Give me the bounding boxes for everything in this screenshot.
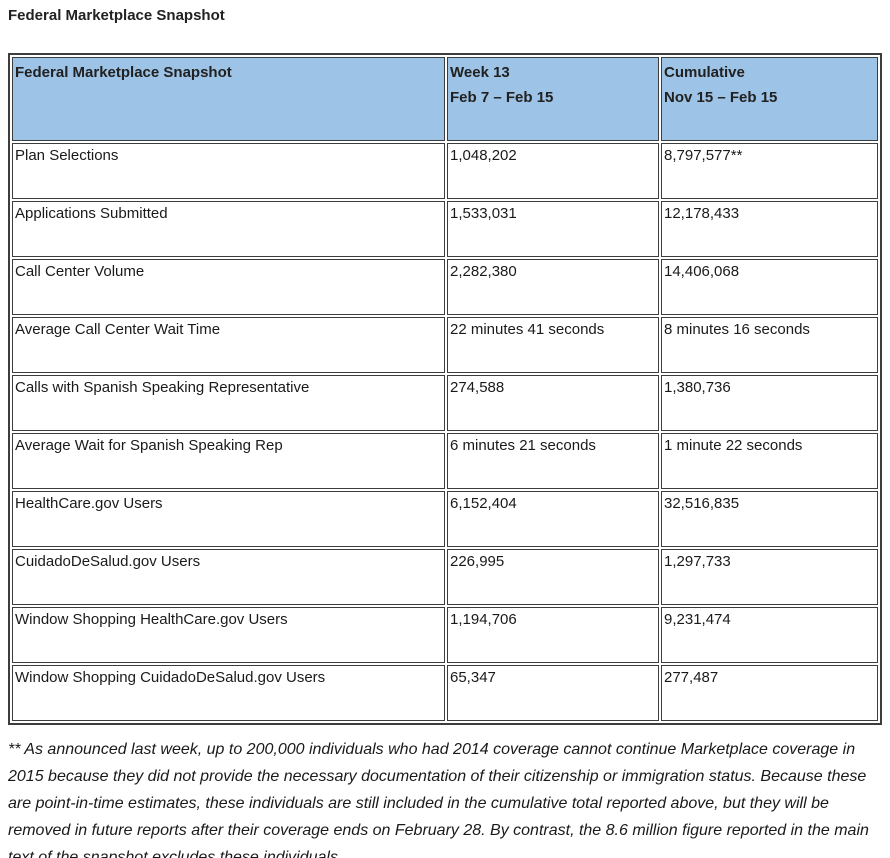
header-title-text: Federal Marketplace Snapshot (15, 64, 232, 81)
week-value-cell: 6 minutes 21 seconds (447, 433, 659, 489)
table-row: Plan Selections 1,048,202 8,797,577** (12, 143, 878, 199)
table-row: Applications Submitted 1,533,031 12,178,… (12, 201, 878, 257)
table-header-row: Federal Marketplace Snapshot Week 13 Feb… (12, 57, 878, 141)
cumulative-value-cell: 1,380,736 (661, 375, 878, 431)
cumulative-value-cell: 9,231,474 (661, 607, 878, 663)
cumulative-value-cell: 8,797,577** (661, 143, 878, 199)
table-row: Average Call Center Wait Time 22 minutes… (12, 317, 878, 373)
cumulative-value-cell: 12,178,433 (661, 201, 878, 257)
table-row: Window Shopping HealthCare.gov Users 1,1… (12, 607, 878, 663)
row-label-cell: HealthCare.gov Users (12, 491, 445, 547)
page-title: Federal Marketplace Snapshot (8, 7, 225, 24)
row-label-cell: Average Call Center Wait Time (12, 317, 445, 373)
table-row: Calls with Spanish Speaking Representati… (12, 375, 878, 431)
header-cell-title: Federal Marketplace Snapshot (12, 57, 445, 141)
table-row: HealthCare.gov Users 6,152,404 32,516,83… (12, 491, 878, 547)
cumulative-value-cell: 1,297,733 (661, 549, 878, 605)
header-cumulative-line2: Nov 15 – Feb 15 (664, 89, 778, 106)
header-cumulative-line1: Cumulative (664, 64, 745, 81)
cumulative-value-cell: 32,516,835 (661, 491, 878, 547)
week-value-cell: 274,588 (447, 375, 659, 431)
week-value-cell: 1,048,202 (447, 143, 659, 199)
cumulative-value-cell: 14,406,068 (661, 259, 878, 315)
cumulative-value-cell: 1 minute 22 seconds (661, 433, 878, 489)
header-cell-week: Week 13 Feb 7 – Feb 15 (447, 57, 659, 141)
cumulative-value-cell: 277,487 (661, 665, 878, 721)
week-value-cell: 1,194,706 (447, 607, 659, 663)
row-label-cell: Window Shopping CuidadoDeSalud.gov Users (12, 665, 445, 721)
week-value-cell: 22 minutes 41 seconds (447, 317, 659, 373)
table-row: Call Center Volume 2,282,380 14,406,068 (12, 259, 878, 315)
week-value-cell: 2,282,380 (447, 259, 659, 315)
table-row: CuidadoDeSalud.gov Users 226,995 1,297,7… (12, 549, 878, 605)
row-label-cell: Call Center Volume (12, 259, 445, 315)
table-row: Window Shopping CuidadoDeSalud.gov Users… (12, 665, 878, 721)
federal-marketplace-snapshot-table: Federal Marketplace Snapshot Week 13 Feb… (8, 53, 882, 725)
header-cell-cumulative: Cumulative Nov 15 – Feb 15 (661, 57, 878, 141)
row-label-cell: Applications Submitted (12, 201, 445, 257)
row-label-cell: Average Wait for Spanish Speaking Rep (12, 433, 445, 489)
header-week-line1: Week 13 (450, 64, 510, 81)
row-label-cell: Plan Selections (12, 143, 445, 199)
week-value-cell: 226,995 (447, 549, 659, 605)
week-value-cell: 6,152,404 (447, 491, 659, 547)
footnote-text: ** As announced last week, up to 200,000… (8, 741, 869, 858)
row-label-cell: CuidadoDeSalud.gov Users (12, 549, 445, 605)
row-label-cell: Window Shopping HealthCare.gov Users (12, 607, 445, 663)
header-week-line2: Feb 7 – Feb 15 (450, 89, 554, 106)
table-row: Average Wait for Spanish Speaking Rep 6 … (12, 433, 878, 489)
week-value-cell: 1,533,031 (447, 201, 659, 257)
week-value-cell: 65,347 (447, 665, 659, 721)
cumulative-value-cell: 8 minutes 16 seconds (661, 317, 878, 373)
row-label-cell: Calls with Spanish Speaking Representati… (12, 375, 445, 431)
